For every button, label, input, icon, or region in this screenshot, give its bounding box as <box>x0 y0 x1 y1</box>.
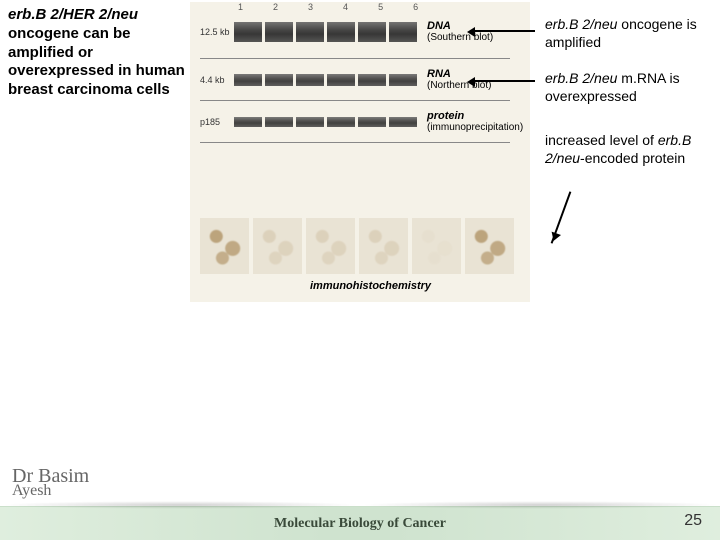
ihc-tile <box>306 218 355 274</box>
title-gene: erb.B 2/HER 2/neu <box>8 6 138 23</box>
arrow-icon <box>470 80 535 82</box>
blot-row-dna: 12.5 kb DNA (Southern blot) <box>200 20 493 43</box>
annotation-rna: erb.B 2/neu m.RNA is overexpressed <box>545 70 717 105</box>
ihc-tile <box>465 218 514 274</box>
ihc-tile <box>253 218 302 274</box>
blot-row-protein: p185 protein (immunoprecipitation) <box>200 110 523 133</box>
figure-panel: 1 2 3 4 5 6 12.5 kb DNA (Southern blot) … <box>190 2 530 302</box>
lanes-protein <box>234 117 417 127</box>
divider <box>200 58 510 59</box>
title-block: erb.B 2/HER 2/neu oncogene can be amplif… <box>8 6 188 100</box>
author-logo: Dr Basim Ayesh <box>12 465 89 500</box>
size-label: p185 <box>200 117 234 127</box>
lane-numbers: 1 2 3 4 5 6 <box>238 2 558 16</box>
ihc-tile <box>359 218 408 274</box>
title-rest: oncogene can be amplified or overexpress… <box>8 25 185 98</box>
footer-title: Molecular Biology of Cancer <box>274 516 446 532</box>
arrow-icon <box>551 191 572 243</box>
arrow-icon <box>470 30 535 32</box>
lanes-rna <box>234 74 417 86</box>
divider <box>200 142 510 143</box>
slide: erb.B 2/HER 2/neu oncogene can be amplif… <box>0 0 720 540</box>
ihc-row <box>200 218 514 274</box>
size-label: 12.5 kb <box>200 27 234 37</box>
lanes-dna <box>234 22 417 42</box>
ihc-tile <box>412 218 461 274</box>
annotation-protein: increased level of erb.B 2/neu-encoded p… <box>545 132 717 167</box>
divider <box>200 100 510 101</box>
annotation-dna: erb.B 2/neu oncogene is amplified <box>545 16 717 51</box>
page-number: 25 <box>684 512 702 530</box>
ihc-tile <box>200 218 249 274</box>
size-label: 4.4 kb <box>200 75 234 85</box>
blot-row-rna: 4.4 kb RNA (Northern blot) <box>200 68 491 91</box>
ihc-label: immunohistochemistry <box>310 280 431 292</box>
blot-label-protein: protein (immunoprecipitation) <box>427 110 523 133</box>
title-text: erb.B 2/HER 2/neu oncogene can be amplif… <box>8 6 188 100</box>
